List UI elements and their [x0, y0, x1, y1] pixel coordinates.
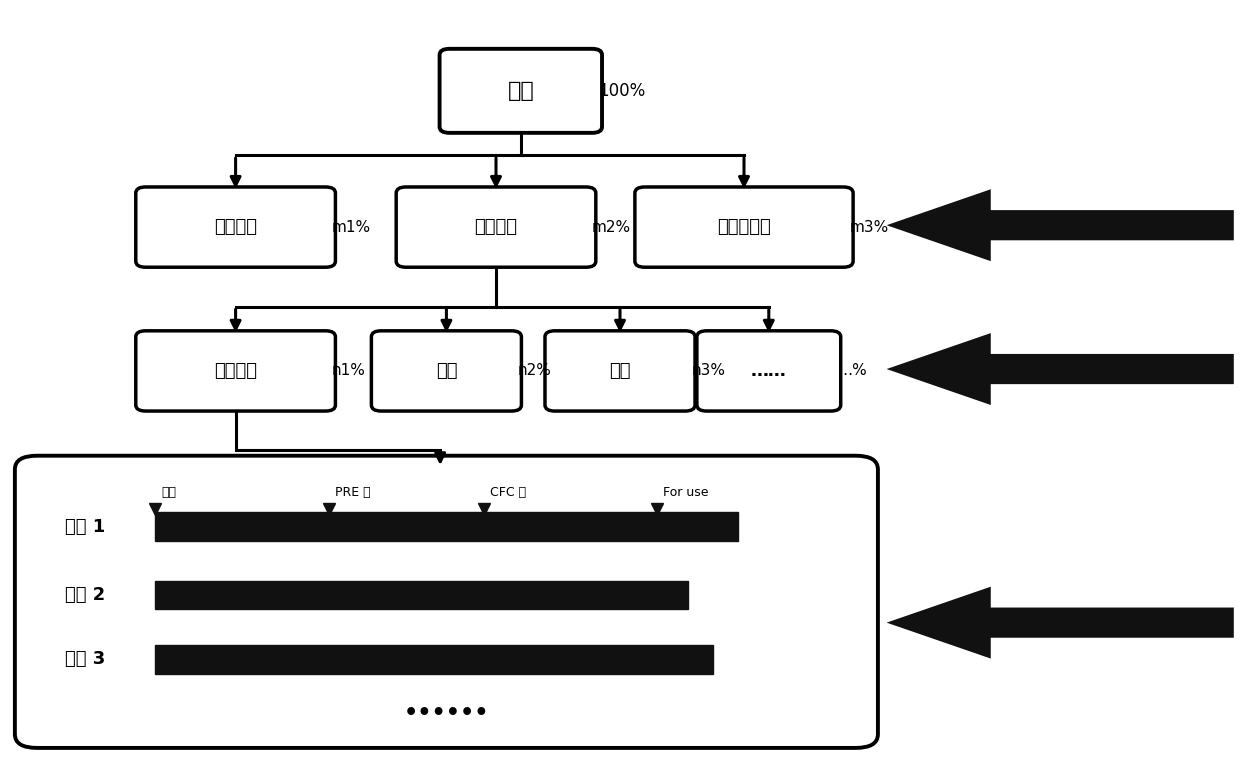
- Text: 100%: 100%: [598, 82, 646, 100]
- Polygon shape: [887, 189, 1234, 261]
- Text: n3%: n3%: [692, 363, 725, 378]
- Text: 核岛系统: 核岛系统: [215, 362, 257, 380]
- Text: ••••••: ••••••: [404, 703, 489, 723]
- Text: 启动: 启动: [161, 486, 176, 499]
- Text: m3%: m3%: [849, 220, 889, 235]
- Text: …%: …%: [837, 363, 867, 378]
- Text: 初步设计: 初步设计: [475, 218, 517, 236]
- Text: n1%: n1%: [332, 363, 366, 378]
- FancyBboxPatch shape: [136, 331, 335, 411]
- Text: 总体设计: 总体设计: [215, 218, 257, 236]
- Text: 文件 2: 文件 2: [66, 586, 105, 604]
- FancyBboxPatch shape: [136, 187, 335, 267]
- Text: ……: ……: [751, 362, 786, 380]
- FancyBboxPatch shape: [635, 187, 853, 267]
- Bar: [155, 512, 738, 541]
- Bar: [155, 645, 713, 674]
- Text: CFC 版: CFC 版: [490, 486, 526, 499]
- Text: 施工图设计: 施工图设计: [717, 218, 771, 236]
- FancyBboxPatch shape: [546, 331, 694, 411]
- FancyBboxPatch shape: [439, 48, 603, 132]
- Text: 设计: 设计: [507, 81, 534, 101]
- Text: 文件 1: 文件 1: [66, 518, 105, 536]
- Polygon shape: [887, 333, 1234, 405]
- Text: 文件 3: 文件 3: [66, 650, 105, 668]
- Text: 布置: 布置: [435, 362, 458, 380]
- Bar: [155, 581, 688, 609]
- Text: 暖通: 暖通: [609, 362, 631, 380]
- FancyBboxPatch shape: [397, 187, 595, 267]
- Polygon shape: [887, 587, 1234, 659]
- Text: m1%: m1%: [332, 220, 371, 235]
- FancyBboxPatch shape: [697, 331, 841, 411]
- Text: n2%: n2%: [517, 363, 552, 378]
- FancyBboxPatch shape: [372, 331, 521, 411]
- Text: m2%: m2%: [593, 220, 631, 235]
- FancyBboxPatch shape: [15, 456, 878, 748]
- Text: PRE 版: PRE 版: [335, 486, 371, 499]
- Text: For use: For use: [663, 486, 709, 499]
